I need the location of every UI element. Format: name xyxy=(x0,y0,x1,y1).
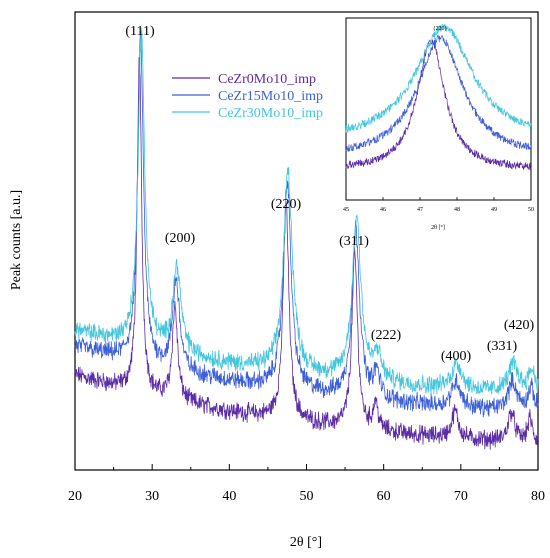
main-plot-area: 20 30 40 50 60 70 80 (111) (200) (220) (311) (222)… xyxy=(68,11,545,504)
peak-label: (200) xyxy=(165,231,196,246)
peak-label: (331) xyxy=(487,339,518,354)
x-tick-label: 30 xyxy=(145,489,159,504)
inset-x-tick-label: 50 xyxy=(528,207,534,213)
inset-series-line xyxy=(345,39,532,171)
peak-label: (220) xyxy=(271,197,302,212)
inset-x-axis-title: 2θ [°] xyxy=(431,224,445,231)
inset-series-group xyxy=(345,23,532,171)
x-tick-label: 70 xyxy=(454,489,468,504)
main-x-axis: 20 30 40 50 60 70 80 xyxy=(68,464,545,504)
inset-series-line xyxy=(345,23,532,134)
series-line-cezr15mo10-imp xyxy=(74,32,539,418)
peak-label: (311) xyxy=(339,234,369,249)
legend: CeZr0Mo10_imp CeZr15Mo10_imp CeZr30Mo10_im… xyxy=(172,72,323,121)
peak-label: (222) xyxy=(371,328,402,343)
y-axis-title: Peak counts [a.u.] xyxy=(9,190,24,290)
legend-entry: CeZr30Mo10_imp xyxy=(218,106,323,121)
x-tick-label: 80 xyxy=(531,489,545,504)
inset-x-tick-label: 49 xyxy=(491,207,497,213)
inset-plot: 45 46 47 48 49 50 (220) 2θ [°] xyxy=(343,17,534,231)
peak-label: (420) xyxy=(504,318,535,333)
inset-x-tick-label: 45 xyxy=(343,207,349,213)
x-tick-label: 20 xyxy=(68,489,82,504)
peak-label: (111) xyxy=(125,24,155,39)
inset-x-axis: 45 46 47 48 49 50 xyxy=(343,197,534,213)
series-line-cezr0mo10-imp xyxy=(74,57,539,450)
inset-x-tick-label: 48 xyxy=(454,207,460,213)
inset-series-line xyxy=(345,34,532,152)
x-axis-title: 2θ [°] xyxy=(290,535,322,550)
inset-x-tick-label: 47 xyxy=(417,207,423,213)
x-tick-label: 40 xyxy=(222,489,236,504)
peak-label: (400) xyxy=(441,349,472,364)
legend-entry: CeZr0Mo10_imp xyxy=(218,72,316,87)
inset-x-tick-label: 46 xyxy=(380,207,386,213)
legend-entry: CeZr15Mo10_imp xyxy=(218,89,323,104)
x-tick-label: 60 xyxy=(377,489,391,504)
peak-labels-group: (111) (200) (220) (311) (222) (400) (331) (420) xyxy=(125,24,534,364)
x-tick-label: 50 xyxy=(300,489,314,504)
main-series-group xyxy=(74,27,539,450)
inset-title: (220) xyxy=(434,25,447,32)
series-line-cezr30mo10-imp xyxy=(74,27,539,395)
inset-frame xyxy=(345,17,532,201)
